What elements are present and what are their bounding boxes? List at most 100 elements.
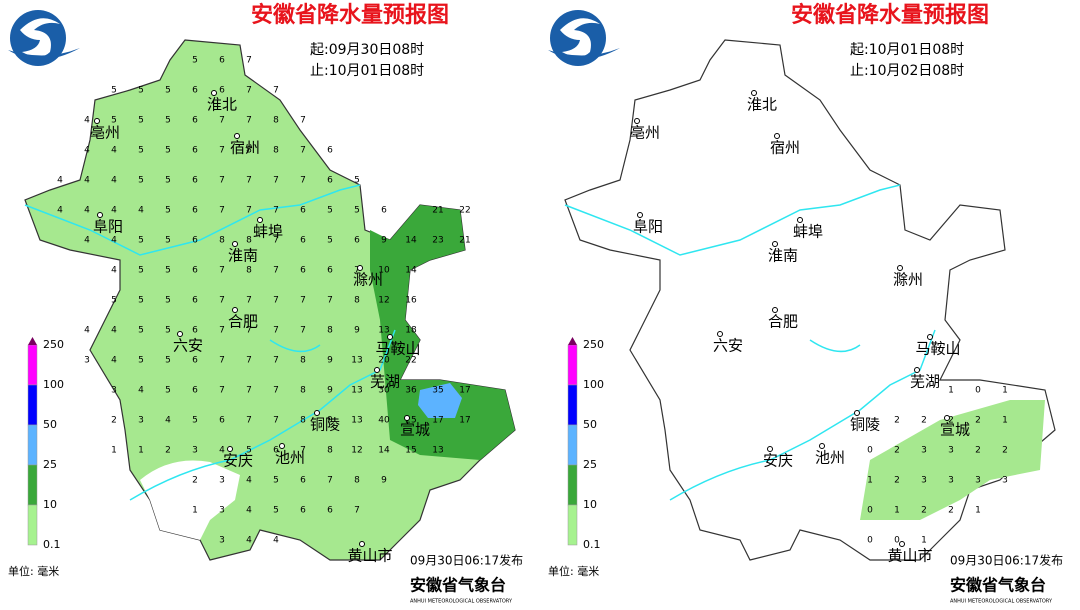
grid-value: 4 bbox=[84, 236, 90, 246]
grid-value: 4 bbox=[219, 446, 225, 456]
grid-value: 1 bbox=[921, 536, 927, 546]
grid-value: 5 bbox=[138, 86, 144, 96]
city-dot bbox=[374, 367, 380, 373]
legend-swatch bbox=[27, 344, 38, 386]
grid-value: 7 bbox=[246, 356, 252, 366]
agency-en: ANHUI METEOROLOGICAL OBSERVATORY bbox=[410, 599, 513, 605]
grid-value: 6 bbox=[354, 236, 360, 246]
grid-value: 7 bbox=[219, 206, 225, 216]
city-dot bbox=[897, 265, 903, 271]
city-dot bbox=[944, 415, 950, 421]
grid-value: 7 bbox=[300, 146, 306, 156]
grid-value: 5 bbox=[165, 266, 171, 276]
city-dot bbox=[772, 241, 778, 247]
city-dot bbox=[94, 118, 100, 124]
legend-label: 25 bbox=[43, 458, 57, 471]
grid-value: 5 bbox=[165, 206, 171, 216]
legend-swatch bbox=[27, 384, 38, 426]
city-label: 淮北 bbox=[207, 96, 237, 114]
city-dot bbox=[819, 443, 825, 449]
city-label: 安庆 bbox=[763, 452, 793, 470]
grid-value: 5 bbox=[111, 296, 117, 306]
city-dot bbox=[211, 90, 217, 96]
grid-value: 8 bbox=[327, 326, 333, 336]
city-dot bbox=[257, 217, 263, 223]
city-label: 黄山市 bbox=[347, 547, 392, 565]
grid-value: 1 bbox=[1002, 386, 1008, 396]
grid-value: 1 bbox=[138, 446, 144, 456]
grid-value: 7 bbox=[300, 116, 306, 126]
issued-time: 09月30日06:17发布 bbox=[410, 553, 523, 568]
grid-value: 6 bbox=[192, 176, 198, 186]
grid-value: 5 bbox=[165, 86, 171, 96]
city-dot bbox=[232, 307, 238, 313]
grid-value: 7 bbox=[246, 206, 252, 216]
grid-value: 13 bbox=[351, 386, 362, 396]
city-dot bbox=[227, 446, 233, 452]
grid-value: 7 bbox=[300, 176, 306, 186]
grid-value: 7 bbox=[300, 326, 306, 336]
grid-value: 18 bbox=[405, 326, 417, 336]
grid-value: 3 bbox=[948, 446, 954, 456]
legend-label: 0.1 bbox=[43, 538, 61, 551]
city-label: 池州 bbox=[815, 449, 845, 467]
grid-value: 5 bbox=[165, 326, 171, 336]
grid-value: 4 bbox=[111, 146, 117, 156]
legend-arrow bbox=[568, 337, 577, 345]
city-dot bbox=[637, 212, 643, 218]
city-dot bbox=[404, 415, 410, 421]
title: 安徽省降水量预报图 bbox=[251, 2, 449, 28]
city-label: 池州 bbox=[275, 449, 305, 467]
legend-label: 50 bbox=[583, 418, 597, 431]
grid-value: 5 bbox=[327, 236, 333, 246]
grid-value: 4 bbox=[111, 176, 117, 186]
grid-value: 21 bbox=[432, 206, 443, 216]
grid-value: 13 bbox=[351, 416, 362, 426]
grid-value: 7 bbox=[219, 296, 225, 306]
grid-value: 2 bbox=[921, 506, 927, 516]
grid-value: 4 bbox=[84, 326, 90, 336]
grid-value: 21 bbox=[459, 236, 470, 246]
grid-value: 7 bbox=[273, 266, 279, 276]
grid-value: 6 bbox=[192, 296, 198, 306]
grid-value: 7 bbox=[219, 266, 225, 276]
city-label: 合肥 bbox=[768, 313, 798, 331]
city-label: 芜湖 bbox=[370, 373, 400, 391]
city-label: 宣城 bbox=[400, 421, 430, 439]
grid-value: 3 bbox=[84, 356, 90, 366]
grid-value: 6 bbox=[192, 326, 198, 336]
city-label: 宣城 bbox=[940, 421, 970, 439]
grid-value: 30 bbox=[378, 386, 390, 396]
grid-value: 8 bbox=[327, 446, 333, 456]
grid-value: 5 bbox=[165, 356, 171, 366]
grid-value: 8 bbox=[246, 146, 252, 156]
legend-arrow bbox=[28, 337, 37, 345]
grid-value: 0 bbox=[867, 446, 873, 456]
grid-value: 10 bbox=[378, 266, 390, 276]
grid-value: 4 bbox=[138, 206, 144, 216]
grid-value: 9 bbox=[327, 356, 333, 366]
grid-value: 7 bbox=[273, 416, 279, 426]
grid-value: 5 bbox=[111, 86, 117, 96]
grid-value: 17 bbox=[459, 416, 470, 426]
grid-value: 7 bbox=[219, 326, 225, 336]
grid-value: 4 bbox=[165, 416, 171, 426]
grid-value: 9 bbox=[327, 416, 333, 426]
grid-value: 8 bbox=[354, 296, 360, 306]
grid-value: 7 bbox=[219, 386, 225, 396]
grid-value: 5 bbox=[138, 176, 144, 186]
grid-value: 5 bbox=[192, 56, 198, 66]
grid-value: 6 bbox=[327, 146, 333, 156]
grid-value: 8 bbox=[246, 236, 252, 246]
agency: 安徽省气象台 bbox=[410, 576, 506, 595]
grid-value: 5 bbox=[165, 116, 171, 126]
grid-value: 4 bbox=[111, 206, 117, 216]
grid-value: 5 bbox=[165, 236, 171, 246]
grid-value: 7 bbox=[246, 56, 252, 66]
grid-value: 5 bbox=[138, 326, 144, 336]
grid-value: 2 bbox=[1002, 446, 1008, 456]
grid-value: 4 bbox=[246, 536, 252, 546]
grid-value: 0 bbox=[975, 386, 981, 396]
grid-value: 8 bbox=[300, 386, 306, 396]
grid-value: 3 bbox=[921, 476, 927, 486]
